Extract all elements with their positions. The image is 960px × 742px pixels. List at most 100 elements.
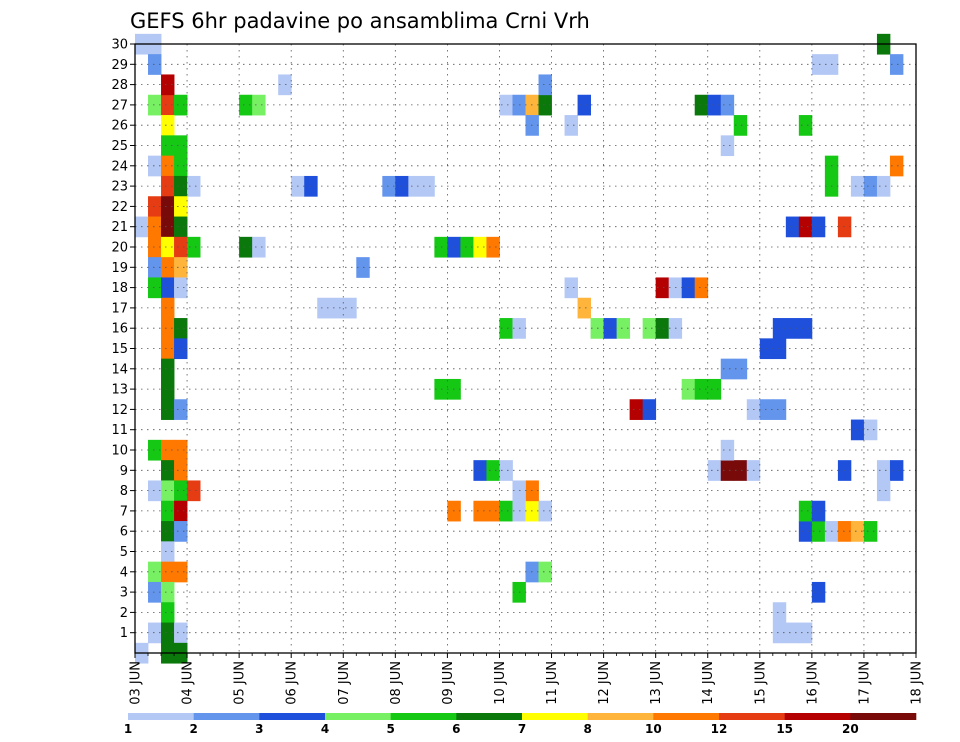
ensemble-cell bbox=[174, 175, 188, 197]
y-tick-label: 4 bbox=[120, 565, 128, 580]
ensemble-cell bbox=[564, 277, 578, 299]
ensemble-cell bbox=[499, 318, 513, 339]
ensemble-cell bbox=[161, 94, 175, 116]
x-tick-label: 10 JUN bbox=[493, 661, 508, 705]
ensemble-cell bbox=[759, 399, 774, 420]
y-tick-label: 27 bbox=[111, 98, 128, 113]
colorbar-swatch bbox=[259, 713, 326, 720]
ensemble-cell bbox=[720, 135, 735, 157]
ensemble-cell bbox=[239, 94, 253, 116]
ensemble-cell bbox=[395, 175, 409, 197]
ensemble-cell bbox=[811, 500, 826, 522]
y-axis-ticks: 1234567891011121314151617181920212223242… bbox=[111, 38, 135, 641]
ensemble-cell bbox=[278, 74, 292, 96]
x-tick-label: 08 JUN bbox=[389, 661, 404, 705]
ensemble-cell bbox=[577, 94, 591, 116]
ensemble-cell bbox=[187, 175, 201, 197]
colorbar-label: 15 bbox=[776, 722, 793, 736]
ensemble-cell bbox=[161, 439, 175, 461]
x-tick-label: 17 JUN bbox=[857, 661, 872, 705]
ensemble-cell bbox=[161, 135, 175, 157]
ensemble-cell bbox=[850, 521, 865, 542]
ensemble-cell bbox=[538, 94, 552, 116]
colorbar-swatch bbox=[784, 713, 851, 720]
ensemble-cell bbox=[148, 94, 162, 116]
ensemble-cell bbox=[148, 54, 162, 75]
ensemble-cell bbox=[421, 175, 435, 197]
ensemble-cell bbox=[733, 358, 748, 380]
ensemble-cell bbox=[785, 622, 800, 644]
ensemble-cell bbox=[837, 460, 852, 481]
ensemble-cell bbox=[161, 500, 175, 522]
ensemble-cell bbox=[811, 216, 826, 238]
y-tick-label: 6 bbox=[120, 525, 128, 540]
ensemble-cell bbox=[473, 236, 487, 258]
colorbar-swatch bbox=[325, 713, 391, 720]
ensemble-cell bbox=[655, 277, 670, 299]
ensemble-cell bbox=[460, 236, 474, 258]
y-tick-label: 26 bbox=[111, 119, 128, 134]
ensemble-cell bbox=[772, 338, 787, 360]
ensemble-cell bbox=[148, 257, 162, 278]
ensemble-cell bbox=[486, 236, 500, 258]
ensemble-cell bbox=[174, 318, 188, 339]
colorbar-swatch bbox=[456, 713, 523, 720]
ensemble-cell bbox=[564, 115, 578, 136]
colorbar-label: 3 bbox=[255, 722, 263, 736]
ensemble-cell bbox=[473, 460, 487, 481]
y-tick-label: 18 bbox=[111, 281, 128, 296]
ensemble-cell bbox=[161, 236, 175, 258]
ensemble-cell bbox=[187, 236, 201, 258]
ensemble-cell bbox=[148, 196, 162, 217]
ensemble-cell bbox=[694, 378, 709, 400]
ensemble-cell bbox=[161, 216, 175, 238]
ensemble-cell bbox=[252, 94, 266, 116]
ensemble-cell bbox=[161, 602, 175, 623]
y-tick-label: 3 bbox=[120, 586, 128, 601]
y-tick-label: 1 bbox=[120, 626, 128, 641]
colorbar-swatch bbox=[850, 713, 917, 720]
x-tick-label: 03 JUN bbox=[129, 661, 144, 705]
ensemble-cell bbox=[174, 216, 188, 238]
ensemble-cell bbox=[239, 236, 253, 258]
x-tick-label: 11 JUN bbox=[545, 661, 560, 705]
ensemble-cell bbox=[863, 521, 878, 542]
ensemble-cell bbox=[161, 622, 175, 644]
ensemble-cell bbox=[161, 74, 175, 96]
ensemble-cell bbox=[720, 94, 735, 116]
ensemble-cell bbox=[486, 460, 500, 481]
ensemble-cell bbox=[174, 155, 188, 177]
y-tick-label: 23 bbox=[111, 180, 128, 195]
ensemble-cell bbox=[161, 338, 175, 360]
ensemble-cell bbox=[798, 622, 813, 644]
ensemble-cell bbox=[733, 115, 748, 136]
y-tick-label: 12 bbox=[111, 403, 128, 418]
ensemble-cell bbox=[174, 277, 188, 299]
ensemble-cell bbox=[161, 297, 175, 319]
ensemble-cell bbox=[876, 175, 891, 197]
ensemble-cell bbox=[707, 378, 722, 400]
ensemble-cell bbox=[161, 581, 175, 603]
x-tick-label: 06 JUN bbox=[285, 661, 300, 705]
ensemble-cell bbox=[694, 277, 709, 299]
x-tick-label: 07 JUN bbox=[337, 661, 352, 705]
ensemble-cell bbox=[863, 175, 878, 197]
ensemble-cell bbox=[304, 175, 318, 197]
ensemble-cell bbox=[148, 439, 162, 461]
ensemble-cell bbox=[876, 480, 891, 502]
colorbar: 1 2 3 4 5 6 7 8 10 12 15 20 bbox=[124, 713, 917, 736]
ensemble-cell bbox=[850, 419, 865, 441]
ensemble-cell bbox=[174, 338, 188, 360]
colorbar-swatch bbox=[522, 713, 588, 720]
ensemble-cell bbox=[798, 216, 813, 238]
ensemble-cell bbox=[317, 297, 331, 319]
ensemble-cell bbox=[889, 54, 904, 75]
x-tick-label: 14 JUN bbox=[701, 661, 716, 705]
ensemble-cell bbox=[148, 155, 162, 177]
ensemble-cell bbox=[538, 500, 552, 522]
ensemble-cell bbox=[850, 175, 865, 197]
ensemble-cell bbox=[161, 277, 175, 299]
gridlines bbox=[135, 43, 916, 653]
ensemble-cell bbox=[343, 297, 357, 319]
ensemble-cell bbox=[174, 500, 188, 522]
